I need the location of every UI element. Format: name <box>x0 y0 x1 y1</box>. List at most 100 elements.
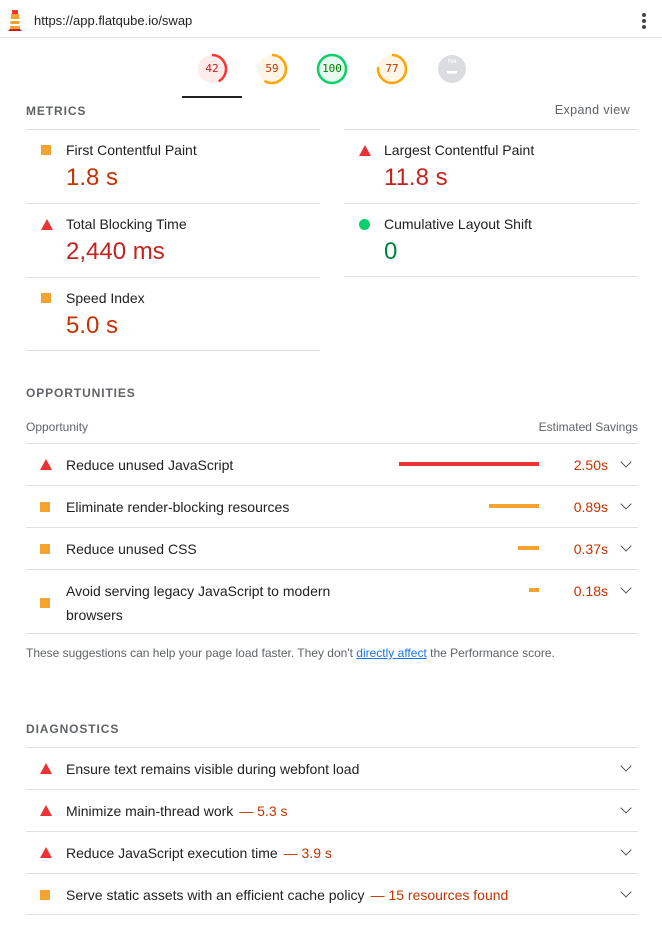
opportunity-label: Reduce unused CSS <box>66 541 197 557</box>
gauge-background <box>258 55 286 83</box>
opportunity-row[interactable]: Avoid serving legacy JavaScript to moder… <box>26 569 638 634</box>
opportunity-row[interactable]: Reduce unused JavaScript 2.50s <box>26 443 638 485</box>
fail-triangle-icon <box>359 145 371 156</box>
opportunity-label: Reduce unused JavaScript <box>66 457 234 473</box>
opportunity-label: Avoid serving legacy JavaScript to moder… <box>66 579 330 627</box>
fail-triangle-icon <box>40 847 52 858</box>
metric-title: Largest Contentful Paint <box>384 142 535 158</box>
gauge-background <box>438 55 466 83</box>
fail-triangle-icon <box>41 219 53 230</box>
chevron-down-icon[interactable] <box>620 498 632 510</box>
chevron-down-icon[interactable] <box>620 802 632 814</box>
gauge-seo[interactable]: 77 <box>375 52 409 86</box>
metric-value: 11.8 s <box>384 164 448 191</box>
opportunity-label: Eliminate render-blocking resources <box>66 499 290 515</box>
gauge-pwa[interactable]: PWA <box>435 52 469 86</box>
average-square-icon <box>41 293 51 303</box>
diagnostic-title: Minimize main-thread work <box>66 803 234 819</box>
diagnostic-title: Ensure text remains visible during webfo… <box>66 761 360 777</box>
gauge-score: 59 <box>265 62 279 75</box>
average-square-icon <box>40 544 50 554</box>
metric-cls: Cumulative Layout Shift 0 <box>344 203 638 277</box>
score-gauges: 42 59 100 77 PWA <box>0 38 662 98</box>
gauge-background <box>378 55 406 83</box>
diagnostic-detail: — 15 resources found <box>370 887 509 903</box>
opportunity-row[interactable]: Eliminate render-blocking resources 0.89… <box>26 485 638 527</box>
average-square-icon <box>41 145 51 155</box>
savings-value: 0.18s <box>573 583 608 599</box>
gauge-accessibility[interactable]: 59 <box>255 52 289 86</box>
diagnostic-label: Ensure text remains visible during webfo… <box>66 757 365 781</box>
pass-circle-icon <box>359 219 370 230</box>
metric-fcp: First Contentful Paint 1.8 s <box>26 129 320 203</box>
address-bar: https://app.flatqube.io/swap <box>0 0 662 38</box>
chevron-down-icon[interactable] <box>620 540 632 552</box>
chevron-down-icon[interactable] <box>620 582 632 594</box>
savings-bar <box>529 588 539 592</box>
diagnostic-row[interactable]: Serve static assets with an efficient ca… <box>26 873 638 915</box>
gauge-best-practices[interactable]: 100 <box>315 52 349 86</box>
expand-view-toggle[interactable]: Expand view <box>554 103 630 117</box>
savings-value: 0.37s <box>573 541 608 557</box>
average-square-icon <box>40 598 50 608</box>
gauge-ring <box>376 53 408 85</box>
gauge-arc <box>376 53 408 85</box>
chevron-down-icon[interactable] <box>620 760 632 772</box>
savings-bar <box>518 546 539 550</box>
gauge-ring <box>256 53 288 85</box>
metric-lcp: Largest Contentful Paint 11.8 s <box>344 129 638 203</box>
kebab-menu-icon[interactable] <box>638 11 650 29</box>
average-square-icon <box>40 890 50 900</box>
chevron-down-icon[interactable] <box>620 886 632 898</box>
lighthouse-icon <box>8 10 22 31</box>
diagnostic-title: Reduce JavaScript execution time <box>66 845 278 861</box>
chevron-down-icon[interactable] <box>620 456 632 468</box>
gauge-background <box>198 55 226 83</box>
diagnostic-detail: — 5.3 s <box>239 803 288 819</box>
url-text[interactable]: https://app.flatqube.io/swap <box>34 13 193 28</box>
divider <box>26 350 320 351</box>
gauge-arc <box>196 53 228 85</box>
metric-speed-index: Speed Index 5.0 s <box>26 277 320 351</box>
metric-value: 1.8 s <box>66 164 119 191</box>
diagnostic-row[interactable]: Ensure text remains visible during webfo… <box>26 747 638 789</box>
chevron-down-icon[interactable] <box>620 844 632 856</box>
opportunity-row[interactable]: Reduce unused CSS 0.37s <box>26 527 638 569</box>
metrics-heading: METRICS <box>26 104 87 118</box>
fail-triangle-icon <box>40 459 52 470</box>
pwa-badge-icon <box>438 55 466 83</box>
savings-bar <box>399 462 539 466</box>
gauge-arc <box>256 53 288 85</box>
diagnostic-label: Serve static assets with an efficient ca… <box>66 883 508 907</box>
metric-title: Cumulative Layout Shift <box>384 216 532 232</box>
metric-value: 2,440 ms <box>66 238 165 265</box>
metric-value: 5.0 s <box>66 312 119 339</box>
note-text: the Performance score. <box>426 646 555 660</box>
metric-title: Total Blocking Time <box>66 216 187 232</box>
gauge-ring <box>316 53 348 85</box>
label-line: Avoid serving legacy JavaScript to moder… <box>66 583 331 599</box>
metric-tbt: Total Blocking Time 2,440 ms <box>26 203 320 277</box>
savings-value: 2.50s <box>573 457 608 473</box>
opportunity-column-header: Opportunity <box>26 420 89 434</box>
diagnostic-title: Serve static assets with an efficient ca… <box>66 887 365 903</box>
opportunities-note: These suggestions can help your page loa… <box>26 646 555 660</box>
fail-triangle-icon <box>40 805 52 816</box>
metric-value: 0 <box>384 238 398 265</box>
metric-title: First Contentful Paint <box>66 142 197 158</box>
gauge-score: 100 <box>322 62 342 75</box>
diagnostic-row[interactable]: Minimize main-thread work — 5.3 s <box>26 789 638 831</box>
average-square-icon <box>40 502 50 512</box>
gauge-performance[interactable]: 42 <box>195 52 229 86</box>
savings-bar <box>489 504 539 508</box>
diagnostic-label: Reduce JavaScript execution time — 3.9 s <box>66 841 332 865</box>
diagnostics-heading: DIAGNOSTICS <box>26 722 120 736</box>
diagnostic-label: Minimize main-thread work — 5.3 s <box>66 799 288 823</box>
active-gauge-indicator <box>182 96 242 98</box>
gauge-arc <box>316 53 348 85</box>
directly-affect-link[interactable]: directly affect <box>356 646 427 660</box>
opportunities-heading: OPPORTUNITIES <box>26 386 136 400</box>
gauge-ring <box>196 53 228 85</box>
note-text: These suggestions can help your page loa… <box>26 646 357 660</box>
diagnostic-row[interactable]: Reduce JavaScript execution time — 3.9 s <box>26 831 638 873</box>
